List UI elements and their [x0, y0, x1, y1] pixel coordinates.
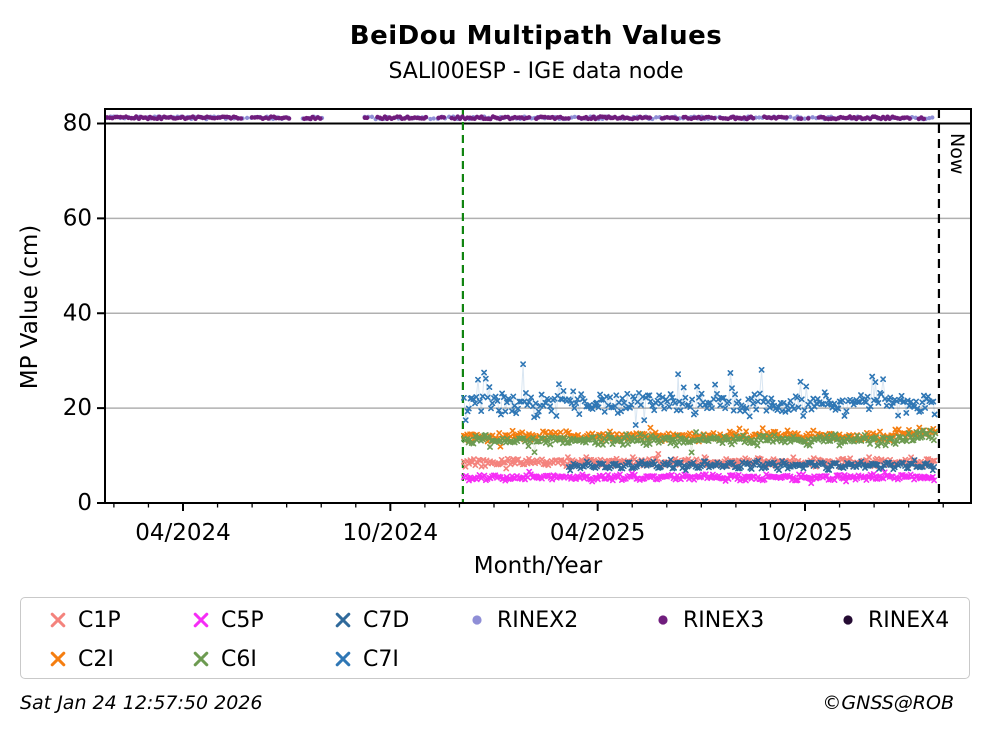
legend: C1P C5P C7D RINEX2 RINEX3 RINEX4 C2I C6I C7I [20, 597, 970, 679]
xtick-label: 04/2024 [135, 520, 231, 546]
legend-label: RINEX3 [683, 607, 765, 633]
chart-title: BeiDou Multipath Values [349, 21, 723, 51]
legend-marker-c7d-icon [335, 612, 351, 628]
series-C7D-points [565, 456, 937, 474]
now-line-label: Now [946, 133, 968, 175]
legend-label: RINEX2 [497, 607, 579, 633]
legend-item-c1p: C1P [49, 606, 121, 634]
legend-item-rinex2: RINEX2 [468, 606, 578, 634]
legend-marker-c5p-icon [193, 612, 209, 628]
plot-box [104, 108, 972, 504]
legend-item-c7i: C7I [334, 645, 399, 673]
series-C6I-points [461, 427, 939, 456]
legend-label: C1P [78, 607, 121, 633]
legend-label: C6I [221, 646, 257, 672]
legend-label: C7D [363, 607, 410, 633]
ytick-label: 60 [63, 205, 92, 231]
ytick-label: 20 [63, 395, 92, 421]
legend-marker-rinex4-icon [843, 615, 853, 625]
legend-label: C5P [221, 607, 264, 633]
legend-item-c6i: C6I [192, 645, 257, 673]
legend-marker-c1p-icon [50, 612, 66, 628]
legend-item-c2i: C2I [49, 645, 114, 673]
y-axis-label: MP Value (cm) [17, 224, 43, 390]
legend-label: C2I [78, 646, 114, 672]
legend-item-rinex4: RINEX4 [839, 606, 949, 634]
x-axis-label: Month/Year [473, 553, 603, 579]
legend-marker-rinex3-icon [658, 615, 668, 625]
ytick-label: 40 [63, 300, 92, 326]
legend-marker-c7i-icon [335, 651, 351, 667]
xtick-label: 10/2025 [757, 520, 853, 546]
series-C5P-points [461, 468, 937, 487]
legend-label: C7I [363, 646, 399, 672]
chart-subtitle: SALI00ESP - IGE data node [388, 59, 684, 84]
legend-item-c5p: C5P [192, 606, 264, 634]
timestamp: Sat Jan 24 12:57:50 2026 [20, 692, 263, 714]
legend-item-c7d: C7D [334, 606, 409, 634]
copyright: ©GNSS@ROB [822, 692, 954, 714]
legend-label: RINEX4 [868, 607, 950, 633]
xtick-label: 10/2024 [343, 520, 439, 546]
ytick-label: 0 [77, 490, 92, 516]
legend-marker-c6i-icon [193, 651, 209, 667]
series-rinex3-points [104, 114, 927, 122]
series-C7I-points [461, 361, 938, 428]
ytick-label: 80 [63, 111, 92, 137]
xtick-label: 04/2025 [550, 520, 646, 546]
legend-item-rinex3: RINEX3 [654, 606, 764, 634]
legend-marker-c2i-icon [50, 651, 66, 667]
legend-marker-rinex2-icon [472, 615, 482, 625]
